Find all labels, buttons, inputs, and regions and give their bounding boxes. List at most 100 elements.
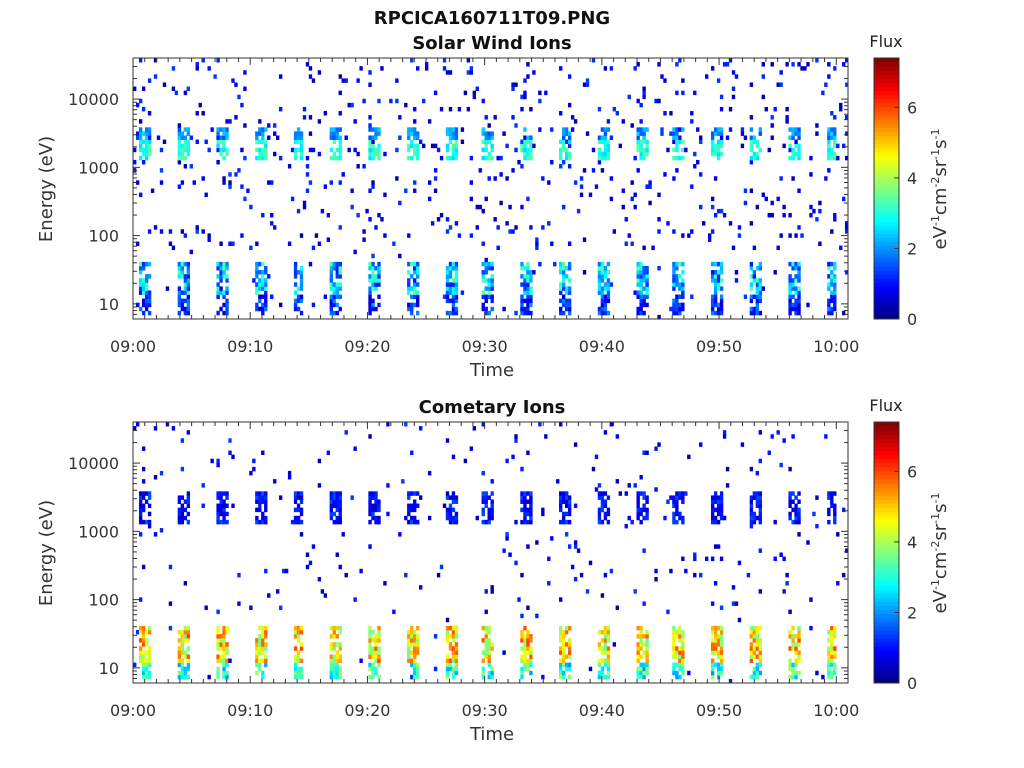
heatmap-cell — [183, 261, 188, 267]
heatmap-cell — [678, 511, 682, 517]
heatmap-cell — [353, 597, 357, 602]
heatmap-cell — [296, 298, 301, 304]
heatmap-cell — [567, 74, 572, 79]
heatmap-cell — [845, 82, 849, 87]
heatmap-cell — [475, 86, 479, 92]
heatmap-cell — [293, 155, 298, 161]
heatmap-cell — [371, 503, 375, 509]
heatmap-cell — [830, 294, 834, 300]
heatmap-cell — [448, 139, 453, 145]
heatmap-cell — [183, 654, 188, 659]
heatmap-cell — [261, 310, 265, 316]
heatmap-cell — [267, 123, 271, 128]
heatmap-cell — [639, 270, 643, 275]
heatmap-cell — [672, 135, 676, 140]
heatmap-cell — [645, 139, 649, 145]
heatmap-cell — [219, 290, 223, 295]
heatmap-cell — [484, 257, 488, 263]
heatmap-cell — [678, 127, 682, 132]
heatmap-cell — [511, 115, 515, 120]
heatmap-cell — [225, 503, 229, 509]
heatmap-cell — [374, 131, 378, 136]
heatmap-cell — [562, 638, 566, 643]
heatmap-cell — [413, 151, 417, 157]
heatmap-cell — [719, 495, 724, 500]
heatmap-cell — [487, 176, 491, 181]
heatmap-cell — [171, 245, 176, 251]
heatmap-cell — [445, 666, 450, 672]
heatmap-cell — [752, 629, 757, 635]
heatmap-cell — [743, 294, 748, 300]
heatmap-cell — [329, 131, 334, 136]
colorbar-segment — [874, 511, 899, 517]
heatmap-cell — [788, 634, 792, 639]
heatmap-cell — [716, 634, 721, 639]
heatmap-cell — [377, 261, 381, 267]
heatmap-cell — [183, 90, 188, 96]
heatmap-cell — [264, 495, 268, 500]
heatmap-cell — [287, 470, 292, 476]
heatmap-cell — [180, 302, 185, 308]
heatmap-cell — [335, 499, 339, 504]
heatmap-cell — [407, 270, 411, 275]
heatmap-cell — [177, 654, 182, 659]
colorbar-segment — [874, 487, 899, 492]
heatmap-cell — [824, 434, 828, 439]
heatmap-cell — [225, 265, 229, 271]
heatmap-cell — [484, 642, 488, 647]
heatmap-cell — [559, 139, 563, 145]
heatmap-cell — [201, 503, 205, 509]
heatmap-cell — [639, 306, 643, 312]
heatmap-cell — [606, 278, 611, 283]
colorbar-segment — [874, 458, 899, 464]
heatmap-cell — [520, 495, 524, 500]
heatmap-cell — [216, 670, 220, 676]
heatmap-cell — [228, 180, 232, 185]
heatmap-cell — [812, 208, 816, 214]
heatmap-cell — [833, 282, 837, 287]
heatmap-cell — [407, 646, 411, 651]
heatmap-cell — [165, 422, 170, 427]
heatmap-cell — [329, 302, 334, 308]
heatmap-cell — [562, 139, 566, 145]
heatmap-cell — [719, 638, 724, 643]
colorbar-segment — [874, 257, 899, 263]
heatmap-cell — [141, 666, 146, 672]
heatmap-cell — [603, 143, 608, 149]
heatmap-cell — [606, 151, 611, 157]
heatmap-cell — [573, 442, 578, 447]
heatmap-cell — [445, 143, 450, 149]
heatmap-cell — [448, 662, 453, 668]
heatmap-cell — [788, 286, 792, 291]
heatmap-cell — [713, 131, 718, 136]
heatmap-cell — [183, 286, 188, 291]
heatmap-cell — [457, 106, 462, 112]
colorbar-segment — [874, 422, 899, 427]
heatmap-cell — [416, 274, 420, 279]
heatmap-cell — [562, 274, 566, 279]
heatmap-cell — [261, 511, 265, 517]
heatmap-cell — [332, 654, 336, 659]
heatmap-cell — [669, 306, 673, 312]
heatmap-cell — [138, 155, 143, 161]
heatmap-cell — [186, 302, 191, 308]
heatmap-cell — [407, 233, 411, 238]
heatmap-cell — [815, 123, 819, 128]
heatmap-cell — [508, 229, 512, 234]
heatmap-cell — [675, 629, 679, 635]
heatmap-cell — [606, 674, 611, 680]
heatmap-cell — [207, 233, 211, 238]
heatmap-cell — [410, 515, 414, 521]
heatmap-cell — [481, 491, 485, 496]
heatmap-cell — [255, 290, 259, 295]
heatmap-cell — [523, 306, 527, 312]
heatmap-cell — [600, 290, 605, 295]
colorbar-segment — [874, 86, 899, 92]
heatmap-cell — [505, 221, 509, 226]
heatmap-cell — [600, 139, 605, 145]
heatmap-cell — [407, 634, 411, 639]
heatmap-cell — [335, 274, 339, 279]
heatmap-cell — [830, 495, 834, 500]
heatmap-cell — [144, 143, 149, 149]
heatmap-cell — [219, 499, 223, 504]
